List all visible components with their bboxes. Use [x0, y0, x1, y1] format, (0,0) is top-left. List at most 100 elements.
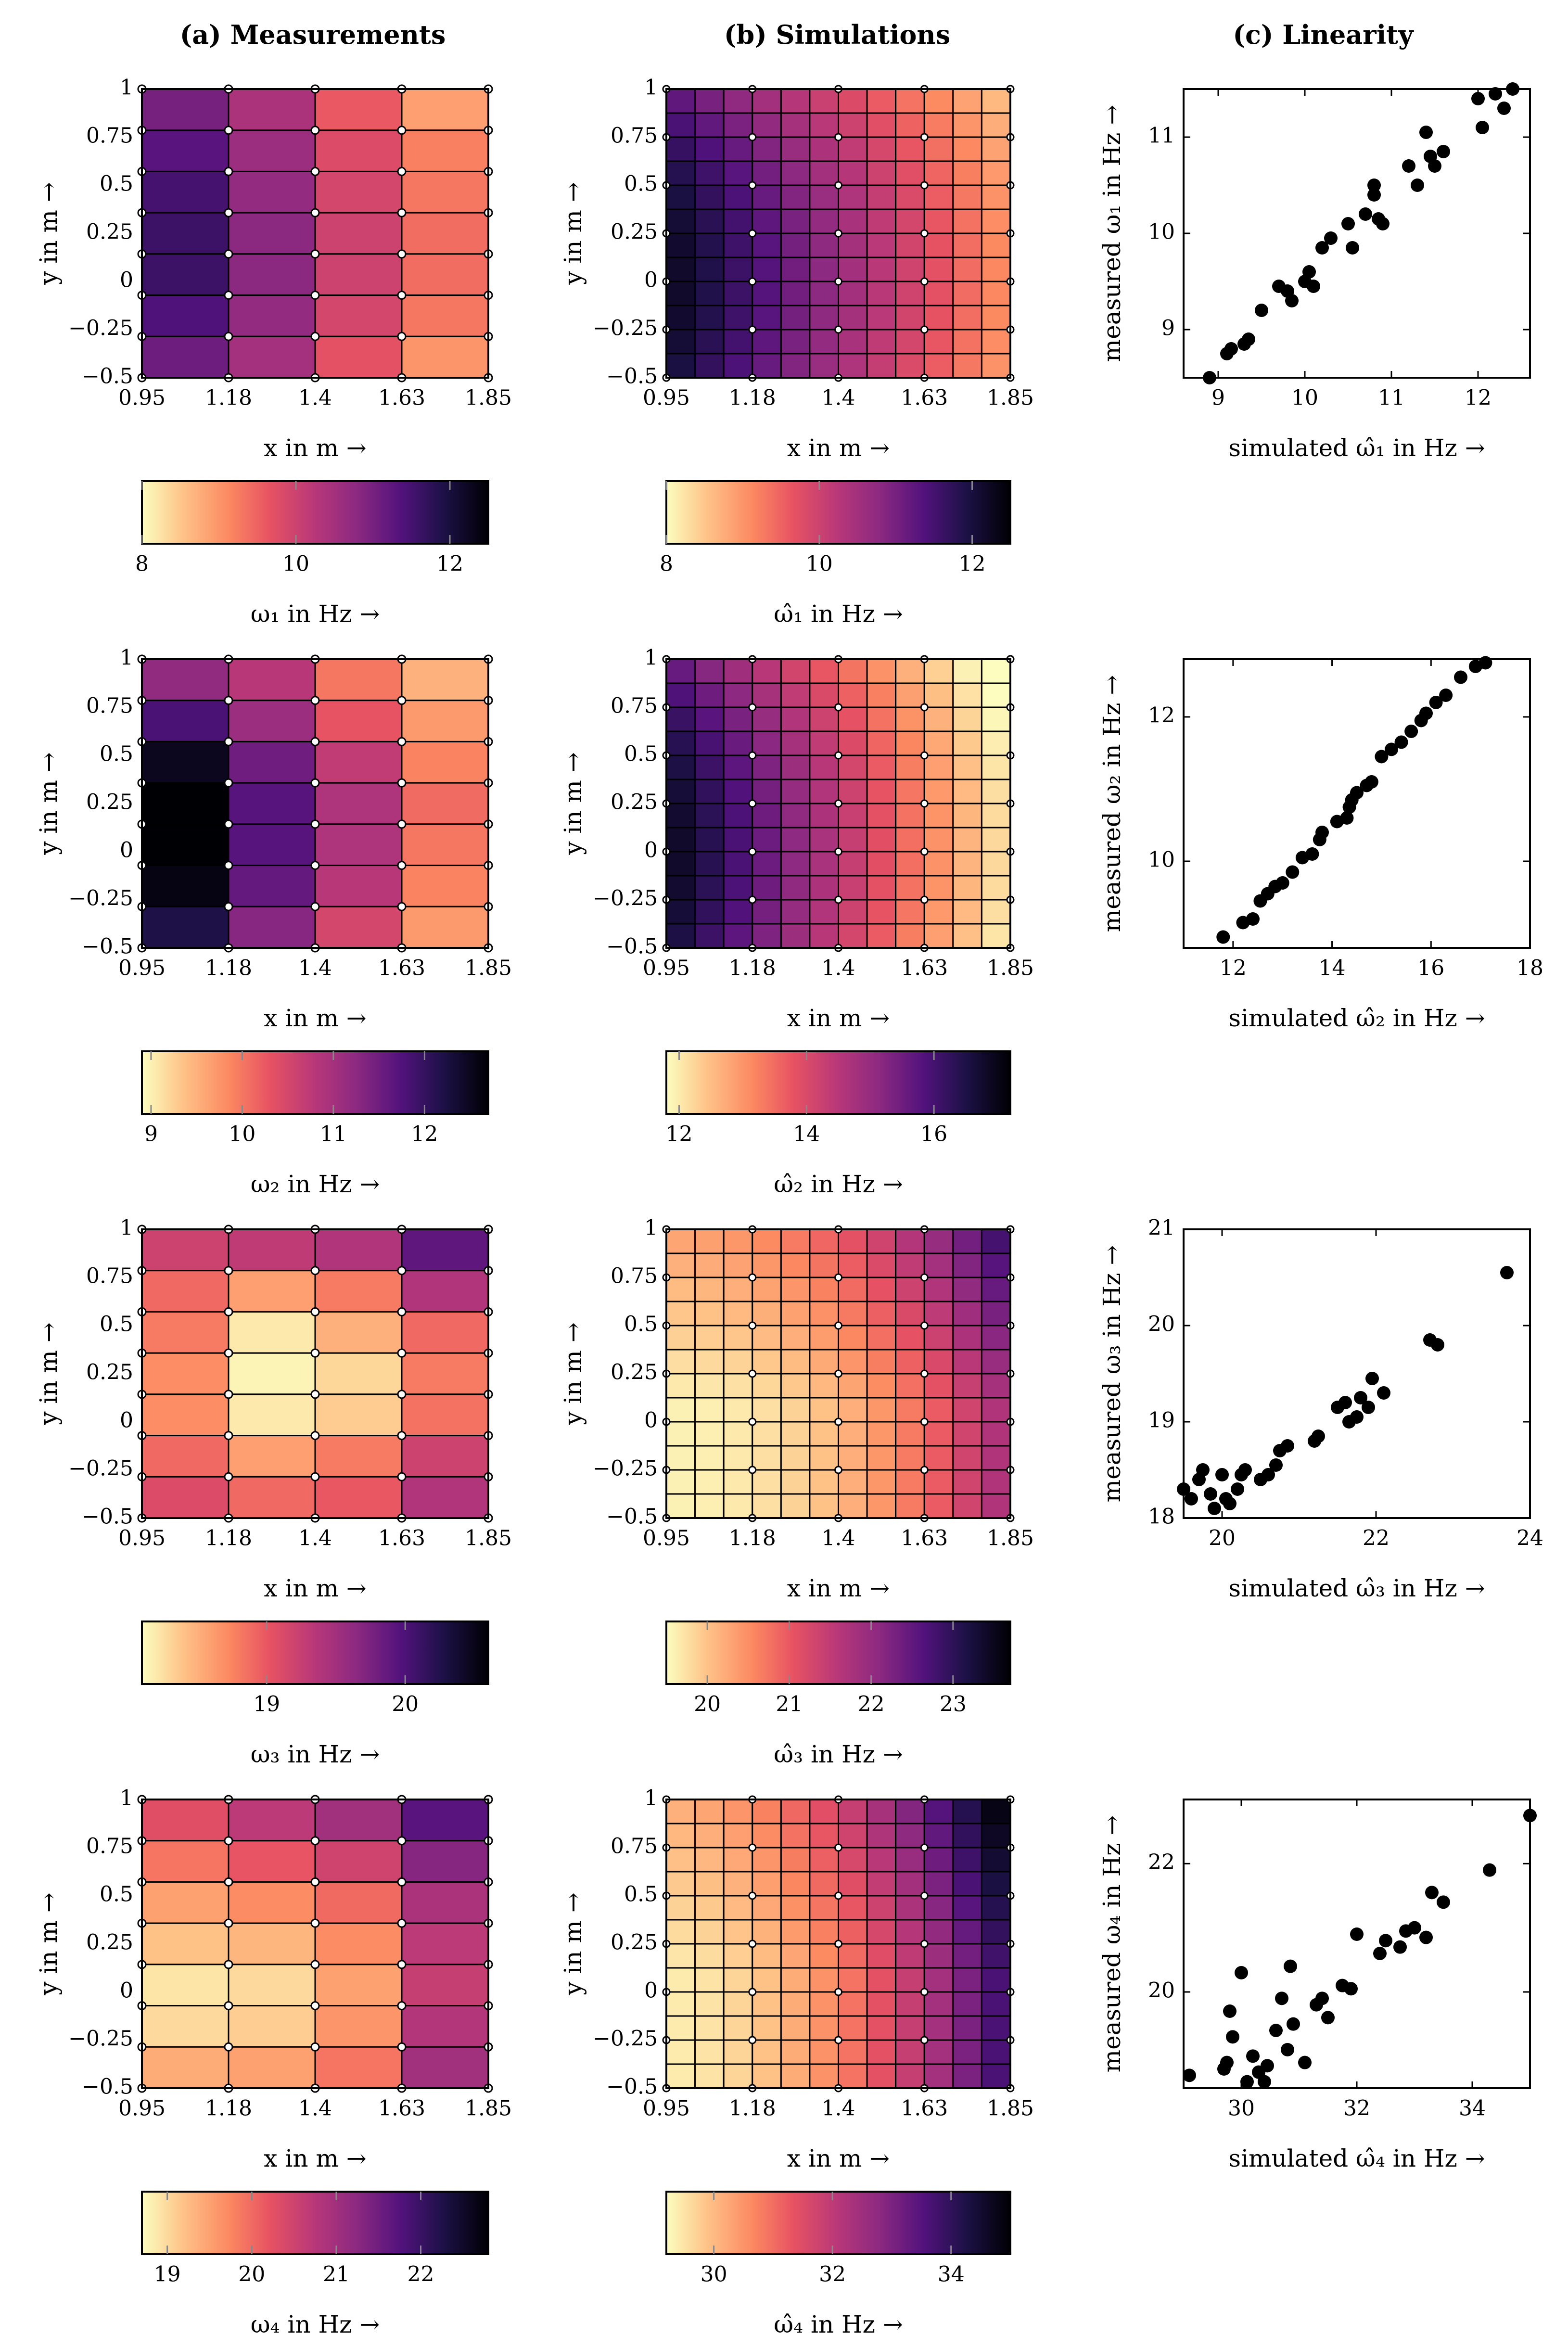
sensor-marker — [748, 229, 757, 238]
sensor-marker — [310, 1266, 320, 1276]
sensor-marker — [834, 1417, 842, 1426]
heatmap-cell — [141, 1270, 229, 1313]
sensor-marker — [224, 249, 233, 259]
sensor-marker — [397, 1960, 407, 1969]
sensor-marker — [224, 2042, 233, 2052]
colorbar: 19 20 ω₃ in Hz → — [141, 1621, 489, 1768]
x-tick-label: 1.4 — [298, 956, 332, 981]
sensor-marker — [748, 2036, 757, 2044]
heatmap-cell — [314, 740, 403, 784]
heatmap-cell — [752, 1823, 782, 1849]
sensor-marker — [920, 1466, 929, 1474]
heatmap-cell — [809, 1919, 839, 1945]
heatmap-cell — [694, 706, 725, 732]
heatmap-cell — [923, 1895, 954, 1921]
heatmap-cell — [981, 2063, 1011, 2089]
heatmap-cell — [895, 923, 925, 949]
heatmap-cell — [780, 208, 811, 234]
heatmap-cell — [780, 851, 811, 877]
heatmap-cell — [141, 658, 229, 702]
sensor-marker — [920, 1940, 929, 1948]
heatmap-cell — [780, 1991, 811, 2017]
heatmap-cell — [228, 700, 316, 742]
heatmap-cell — [923, 1301, 954, 1327]
heatmap-cell — [401, 129, 489, 172]
heatmap-cell — [665, 827, 696, 853]
heatmap-cell — [923, 730, 954, 756]
heatmap-cell — [866, 232, 897, 258]
scatter-point — [1506, 82, 1519, 96]
sensor-marker — [834, 133, 842, 141]
heatmap-cell — [780, 1895, 811, 1921]
x-tick-label: 1.18 — [205, 1526, 252, 1551]
heatmap-cell — [780, 778, 811, 804]
heatmap-cell — [694, 1847, 725, 1873]
heatmap-cell — [665, 88, 696, 114]
scatter-point — [1185, 1492, 1198, 1506]
sensor-marker — [397, 166, 407, 176]
heatmap-cell — [866, 1847, 897, 1873]
heatmap-cell — [752, 2039, 782, 2065]
heatmap-cell — [694, 305, 725, 331]
y-tick-label: 18 — [1148, 1505, 1175, 1529]
sensor-marker — [397, 1431, 407, 1441]
sensor-marker — [310, 902, 320, 911]
y-tick-label: 0.75 — [611, 1264, 658, 1289]
heatmap-cell — [895, 1276, 925, 1302]
y-axis-label: measured ω₄ in Hz → — [1098, 1815, 1126, 2073]
sensor-marker — [748, 1843, 757, 1852]
y-tick-label: 0.5 — [624, 172, 658, 196]
sensor-marker — [920, 1891, 929, 1900]
heatmap-cell — [723, 1421, 753, 1447]
heatmap-cell — [694, 1967, 725, 1993]
heatmap-cell — [780, 112, 811, 138]
heatmap-cell — [895, 827, 925, 853]
scatter-point — [1177, 1482, 1190, 1496]
heatmap-cell — [694, 329, 725, 355]
heatmap-cell — [723, 305, 753, 331]
heatmap-cell — [981, 1991, 1011, 2017]
heatmap-cell — [923, 1373, 954, 1399]
heatmap-cell — [866, 706, 897, 732]
heatmap-cell — [723, 1823, 753, 1849]
heatmap-cell — [780, 1919, 811, 1945]
y-tick-label: 20 — [1148, 1312, 1175, 1337]
heatmap-cell — [981, 1421, 1011, 1447]
heatmap-cell — [838, 658, 868, 684]
sensor-marker — [834, 1321, 842, 1330]
heatmap-cell — [401, 1476, 489, 1519]
x-tick-label: 0.95 — [118, 1526, 166, 1551]
heatmap-cell — [866, 160, 897, 186]
colorbar-tick-label: 19 — [253, 1692, 280, 1717]
heatmap-cell — [665, 875, 696, 901]
heatmap-cell — [895, 232, 925, 258]
colorbar-gradient — [141, 1050, 489, 1115]
heatmap-cell — [895, 1823, 925, 1849]
heatmap-cell — [752, 682, 782, 708]
heatmap-cell — [923, 136, 954, 162]
heatmap-cell — [895, 875, 925, 901]
heatmap-cell — [923, 923, 954, 949]
sensor-marker — [748, 895, 757, 904]
scatter-point — [1281, 1439, 1294, 1453]
heatmap-cell — [401, 1435, 489, 1478]
heatmap-cell — [314, 1311, 403, 1354]
heatmap-cell — [665, 1919, 696, 1945]
heatmap-cell — [401, 170, 489, 214]
heatmap-cell — [694, 281, 725, 306]
heatmap-cell — [895, 1871, 925, 1897]
heatmap-cell — [866, 851, 897, 877]
scatter-point — [1404, 725, 1418, 738]
scatter-point — [1483, 1863, 1496, 1877]
heatmap-cell — [952, 875, 982, 901]
heatmap-cell — [752, 851, 782, 877]
heatmap-cell — [952, 1895, 982, 1921]
y-tick-label: 0.75 — [86, 1834, 133, 1859]
scatter-point — [1302, 265, 1316, 279]
heatmap-cell — [723, 1445, 753, 1471]
heatmap-cell — [314, 1476, 403, 1519]
heatmap-cell — [866, 1228, 897, 1254]
colorbar-tick-label: 10 — [282, 552, 309, 576]
heatmap-cell — [866, 112, 897, 138]
heatmap-cell — [895, 353, 925, 379]
